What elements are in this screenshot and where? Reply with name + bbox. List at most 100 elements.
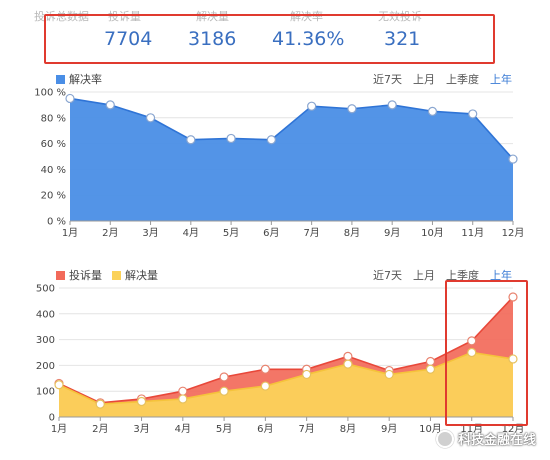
- complaints-resolved-chart: 0 100 200 300 400 500 1月 2月 3月 4月 5月 6月 7月 8月 9月 10月 11月…: [36, 284, 525, 436]
- stat-label-resolved: 解决量: [196, 10, 229, 23]
- rate-tab-last-quarter[interactable]: 上季度: [446, 73, 479, 86]
- series-area-1: [70, 98, 513, 221]
- data-point: [260, 364, 270, 374]
- x-tick-label: 4月: [183, 227, 199, 239]
- x-tick-label: 1月: [51, 423, 67, 435]
- data-point: [387, 100, 397, 110]
- stat-value-resolved: 3186: [188, 28, 237, 50]
- watermark: 科技金融在线: [435, 429, 536, 448]
- y-tick-label: 500: [36, 284, 55, 295]
- legend-item-complaints: 投诉量: [56, 267, 102, 283]
- data-point: [226, 133, 236, 144]
- rate-chart-legend: 解决率: [56, 71, 112, 87]
- legend-swatch-complaints: [56, 270, 65, 280]
- x-tick-label: 8月: [344, 227, 360, 239]
- data-point: [95, 399, 105, 409]
- x-tick-label: 3月: [133, 423, 149, 435]
- data-point: [347, 104, 357, 114]
- x-tick-label: 2月: [92, 423, 108, 435]
- x-tick-label: 7月: [303, 227, 319, 239]
- legend-swatch-resolved: [112, 270, 121, 280]
- data-point: [343, 351, 353, 361]
- data-point: [425, 364, 436, 374]
- x-tick-label: 12月: [502, 423, 525, 435]
- x-tick-label: 5月: [223, 227, 239, 239]
- data-point: [105, 100, 115, 110]
- x-tick-label: 7月: [298, 423, 314, 435]
- x-tick-label: 10月: [421, 227, 444, 239]
- x-tick-label: 5月: [216, 423, 232, 435]
- x-tick-label: 9月: [381, 423, 397, 435]
- data-point: [65, 93, 75, 104]
- stat-value-invalid: 321: [384, 28, 421, 50]
- data-point: [54, 380, 64, 390]
- data-point: [266, 135, 276, 145]
- x-tick-label: 9月: [384, 227, 400, 239]
- stat-label-complaints: 投诉量: [108, 10, 141, 23]
- data-point: [260, 381, 270, 391]
- x-tick-label: 11月: [460, 423, 483, 435]
- data-point: [219, 372, 229, 382]
- legend-swatch-rate: [56, 74, 65, 84]
- rate-chart-period-tabs: 近7天 上月 上季度 上年: [362, 71, 512, 87]
- series-line-1: [58, 296, 514, 404]
- rate-tab-last-year[interactable]: 上年: [490, 73, 512, 86]
- volume-tab-last-year[interactable]: 上年: [490, 269, 512, 282]
- y-tick-label: 0: [49, 413, 55, 424]
- y-tick-label: 60 %: [41, 139, 66, 150]
- data-point: [307, 101, 317, 111]
- rate-tab-7days[interactable]: 近7天: [373, 73, 402, 86]
- legend-item-rate: 解决率: [56, 71, 102, 87]
- volume-tab-7days[interactable]: 近7天: [373, 269, 402, 282]
- wechat-icon: [435, 429, 454, 448]
- x-tick-label: 11月: [461, 227, 484, 239]
- legend-label-rate: 解决率: [69, 73, 102, 86]
- x-tick-label: 8月: [340, 423, 356, 435]
- stats-highlight-box: [44, 14, 495, 64]
- stat-value-rate: 41.36%: [272, 28, 345, 50]
- chart-highlight-box: [445, 280, 528, 426]
- volume-tab-last-month[interactable]: 上月: [413, 269, 435, 282]
- stats-header: 投诉总数据 投诉量 解决量 解决率 无效投诉 7704 3186 41.36% …: [0, 0, 550, 70]
- stat-label-total: 投诉总数据: [34, 10, 89, 23]
- data-point: [468, 109, 478, 119]
- data-point: [508, 292, 518, 302]
- series-area-2: [59, 352, 513, 417]
- data-point: [425, 356, 436, 367]
- x-tick-label: 6月: [257, 423, 273, 435]
- y-tick-label: 0 %: [47, 217, 66, 228]
- data-point: [178, 386, 188, 396]
- data-point: [384, 369, 394, 380]
- data-point: [508, 154, 518, 164]
- watermark-text: 科技金融在线: [457, 433, 536, 448]
- legend-item-resolved: 解决量: [112, 267, 158, 283]
- rate-tab-last-month[interactable]: 上月: [413, 73, 435, 86]
- y-tick-label: 40 %: [41, 165, 66, 176]
- data-point: [427, 106, 438, 116]
- x-tick-label: 4月: [175, 423, 191, 435]
- data-point: [178, 394, 188, 404]
- x-tick-label: 3月: [142, 227, 158, 239]
- series-line-1: [69, 97, 514, 160]
- data-point: [302, 369, 312, 380]
- y-tick-label: 100 %: [34, 88, 66, 99]
- data-point: [467, 336, 477, 346]
- data-point: [186, 135, 196, 145]
- y-tick-label: 200: [36, 361, 55, 372]
- resolution-rate-chart: 0 % 20 % 40 % 60 % 80 % 100 % 1月 2月 3月 4月 5月 6月 7月 8月…: [34, 88, 524, 240]
- data-point: [343, 359, 353, 369]
- stat-label-invalid: 无效投诉: [378, 10, 422, 23]
- stat-value-complaints: 7704: [104, 28, 153, 50]
- legend-label-resolved: 解决量: [125, 269, 158, 282]
- volume-chart-period-tabs: 近7天 上月 上季度 上年: [362, 267, 512, 283]
- series-line-2: [58, 351, 514, 405]
- y-tick-label: 100: [36, 387, 55, 398]
- data-point: [467, 347, 477, 358]
- legend-label-complaints: 投诉量: [69, 269, 102, 282]
- volume-tab-last-quarter[interactable]: 上季度: [446, 269, 479, 282]
- data-point: [508, 354, 518, 364]
- y-tick-label: 80 %: [41, 113, 66, 124]
- x-tick-label: 1月: [62, 227, 78, 239]
- x-tick-label: 2月: [102, 227, 118, 239]
- volume-chart-legend: 投诉量 解决量: [56, 267, 168, 283]
